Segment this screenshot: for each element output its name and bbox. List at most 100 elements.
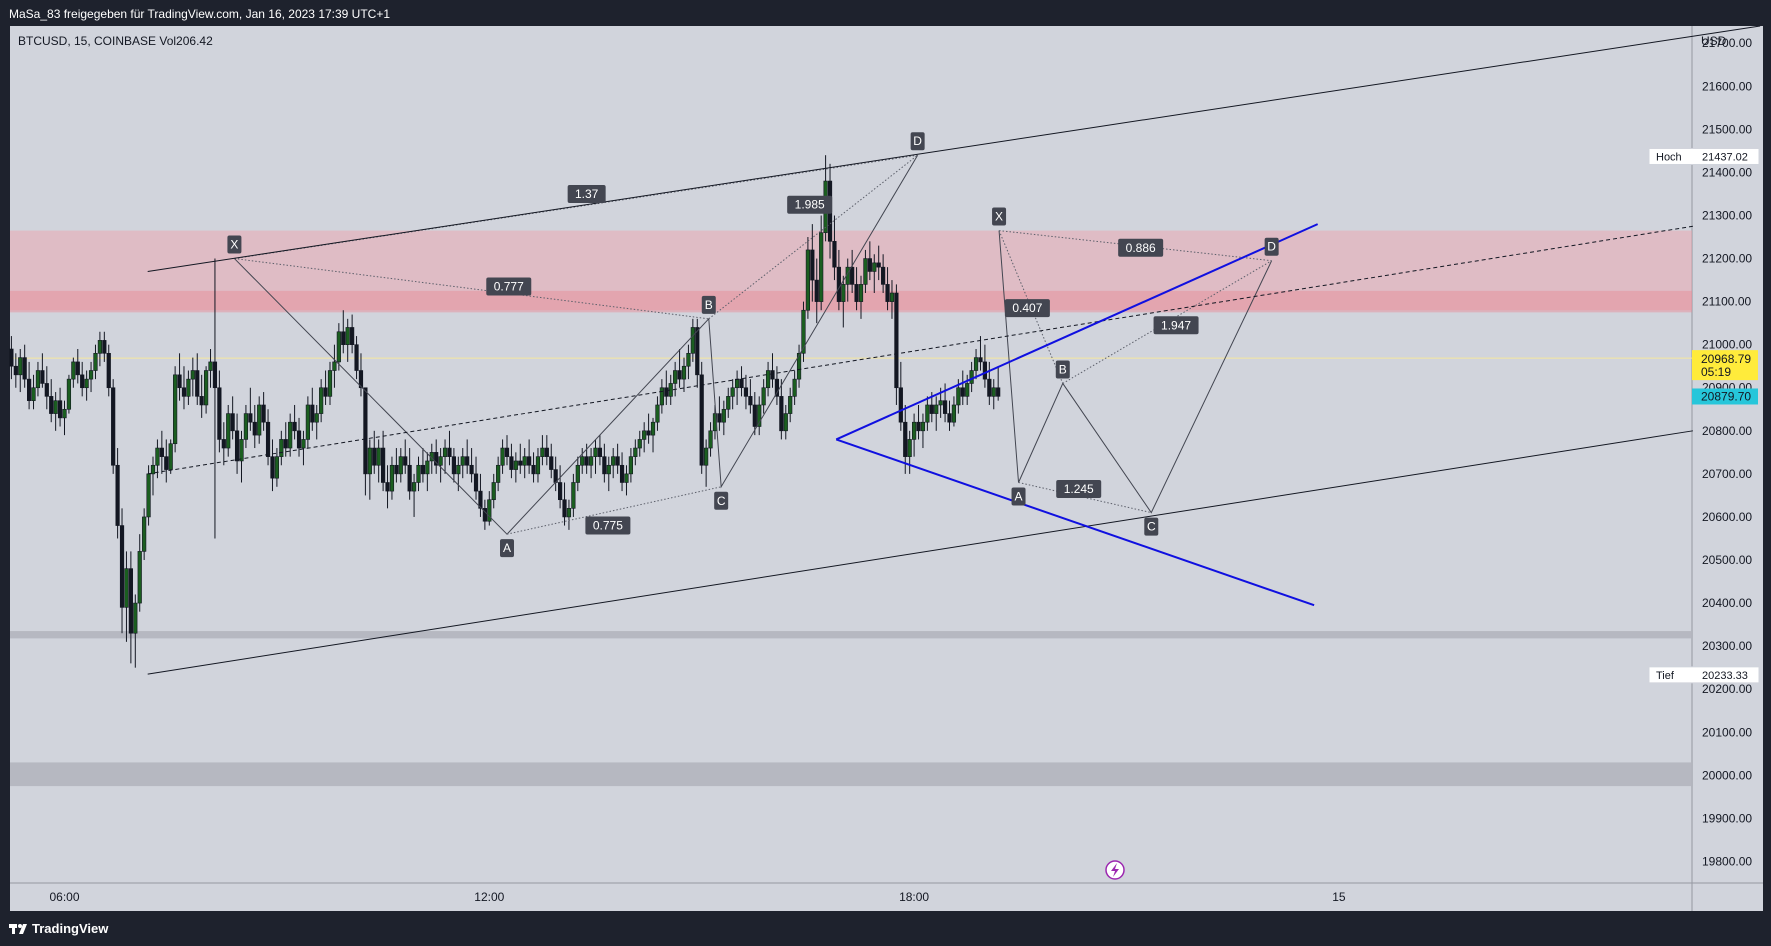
candle-body <box>177 374 182 389</box>
candle-170 <box>761 379 766 414</box>
candle-body <box>420 464 426 475</box>
candle-body <box>190 370 195 380</box>
candle-168 <box>752 392 757 436</box>
candle-153 <box>686 344 691 380</box>
candle-137 <box>615 443 620 474</box>
candle-209 <box>934 396 939 431</box>
brand-name[interactable]: TradingView <box>32 921 109 936</box>
point-badge <box>992 207 1007 226</box>
candle-33 <box>155 439 160 479</box>
candle-222 <box>991 379 996 410</box>
candle-body <box>699 374 704 466</box>
candle-194 <box>867 241 872 281</box>
candle-body <box>611 456 616 466</box>
candle-220 <box>982 344 987 388</box>
ratio-text: 1.245 <box>1064 482 1094 496</box>
candle-body <box>885 284 890 302</box>
candle-175 <box>783 404 788 440</box>
y-tick-20000: 20000.00 <box>1702 768 1752 782</box>
point-badge <box>714 491 729 510</box>
candle-126 <box>566 499 572 530</box>
candle-66 <box>301 430 306 466</box>
candle-74 <box>336 323 341 371</box>
y-tick-21000: 21000.00 <box>1702 338 1752 352</box>
candle-body <box>677 370 682 380</box>
candle-body <box>407 464 412 492</box>
candle-body <box>40 370 45 384</box>
candle-body <box>858 284 864 302</box>
candle-body <box>996 387 1001 397</box>
candle-body <box>708 430 713 449</box>
price-axis[interactable] <box>1692 26 1763 911</box>
candle-1 <box>13 353 18 388</box>
candle-body <box>71 361 76 380</box>
candle-body <box>619 464 625 483</box>
candle-body <box>602 456 607 475</box>
candle-body <box>159 447 164 457</box>
candle-body <box>704 447 709 466</box>
candle-body <box>726 396 731 410</box>
candle-79 <box>358 353 364 397</box>
candle-body <box>305 404 310 440</box>
candle-body <box>124 568 129 608</box>
ratio-text: 0.407 <box>1012 301 1042 315</box>
candle-21 <box>102 331 107 362</box>
candle-106 <box>478 473 483 517</box>
candle-body <box>987 378 992 397</box>
candle-169 <box>757 396 762 436</box>
y-tick-20800: 20800.00 <box>1702 424 1752 438</box>
price-label-value: 20233.33 <box>1702 670 1748 682</box>
candle-58 <box>265 409 271 466</box>
point-letter: X <box>995 210 1003 224</box>
candle-body <box>504 447 510 457</box>
candle-5 <box>31 374 36 410</box>
candle-156 <box>699 361 704 474</box>
candle-201 <box>898 361 903 431</box>
candle-39 <box>181 366 187 410</box>
pattern-2-point-X: X <box>992 207 1007 226</box>
ratio-badge <box>787 195 833 214</box>
candle-body <box>690 327 695 354</box>
candle-2 <box>18 348 23 393</box>
x-tick-12:00: 12:00 <box>474 890 504 904</box>
candle-body <box>155 447 160 466</box>
candle-body <box>93 352 98 371</box>
candle-73 <box>332 344 337 388</box>
candle-40 <box>186 370 191 405</box>
candle-body <box>734 378 740 389</box>
point-badge <box>227 235 242 254</box>
candle-body <box>783 413 788 432</box>
candle-body <box>9 348 14 367</box>
candle-145 <box>650 417 656 453</box>
candle-64 <box>292 404 297 440</box>
candle-63 <box>288 413 293 457</box>
candle-body <box>288 421 293 449</box>
candle-body <box>650 421 656 436</box>
candle-140 <box>628 448 633 483</box>
lightning-icon[interactable] <box>1105 860 1125 880</box>
price-label-hoch: Hoch 21437.02 <box>1648 147 1760 165</box>
candle-body <box>743 387 749 397</box>
candle-41 <box>190 357 195 397</box>
pattern-2-ratio-0: 0.886 <box>1118 238 1164 257</box>
candle-135 <box>606 456 611 492</box>
candle-body <box>557 482 563 501</box>
tradingview-logo-icon <box>9 924 27 934</box>
symbol-legend[interactable]: BTCUSD, 15, COINBASE Vol206.42 <box>18 34 213 48</box>
candle-107 <box>482 499 487 530</box>
candle-171 <box>765 361 771 397</box>
candle-195 <box>872 254 877 294</box>
candle-54 <box>248 387 253 431</box>
candle-48 <box>221 422 226 466</box>
trend-lines-layer <box>147 25 1761 675</box>
y-tick-21400: 21400.00 <box>1702 165 1752 179</box>
candle-body <box>142 516 147 552</box>
candle-27 <box>128 551 133 664</box>
candle-body <box>898 387 903 423</box>
candle-13 <box>66 374 72 414</box>
candle-82 <box>372 430 377 474</box>
candle-body <box>301 439 306 449</box>
candle-body <box>221 439 226 449</box>
pattern-labels-layer: X A B C D 0.777 0.775 1.985 1.37 X A B C D 0.886 0.407 1… <box>227 132 1279 558</box>
